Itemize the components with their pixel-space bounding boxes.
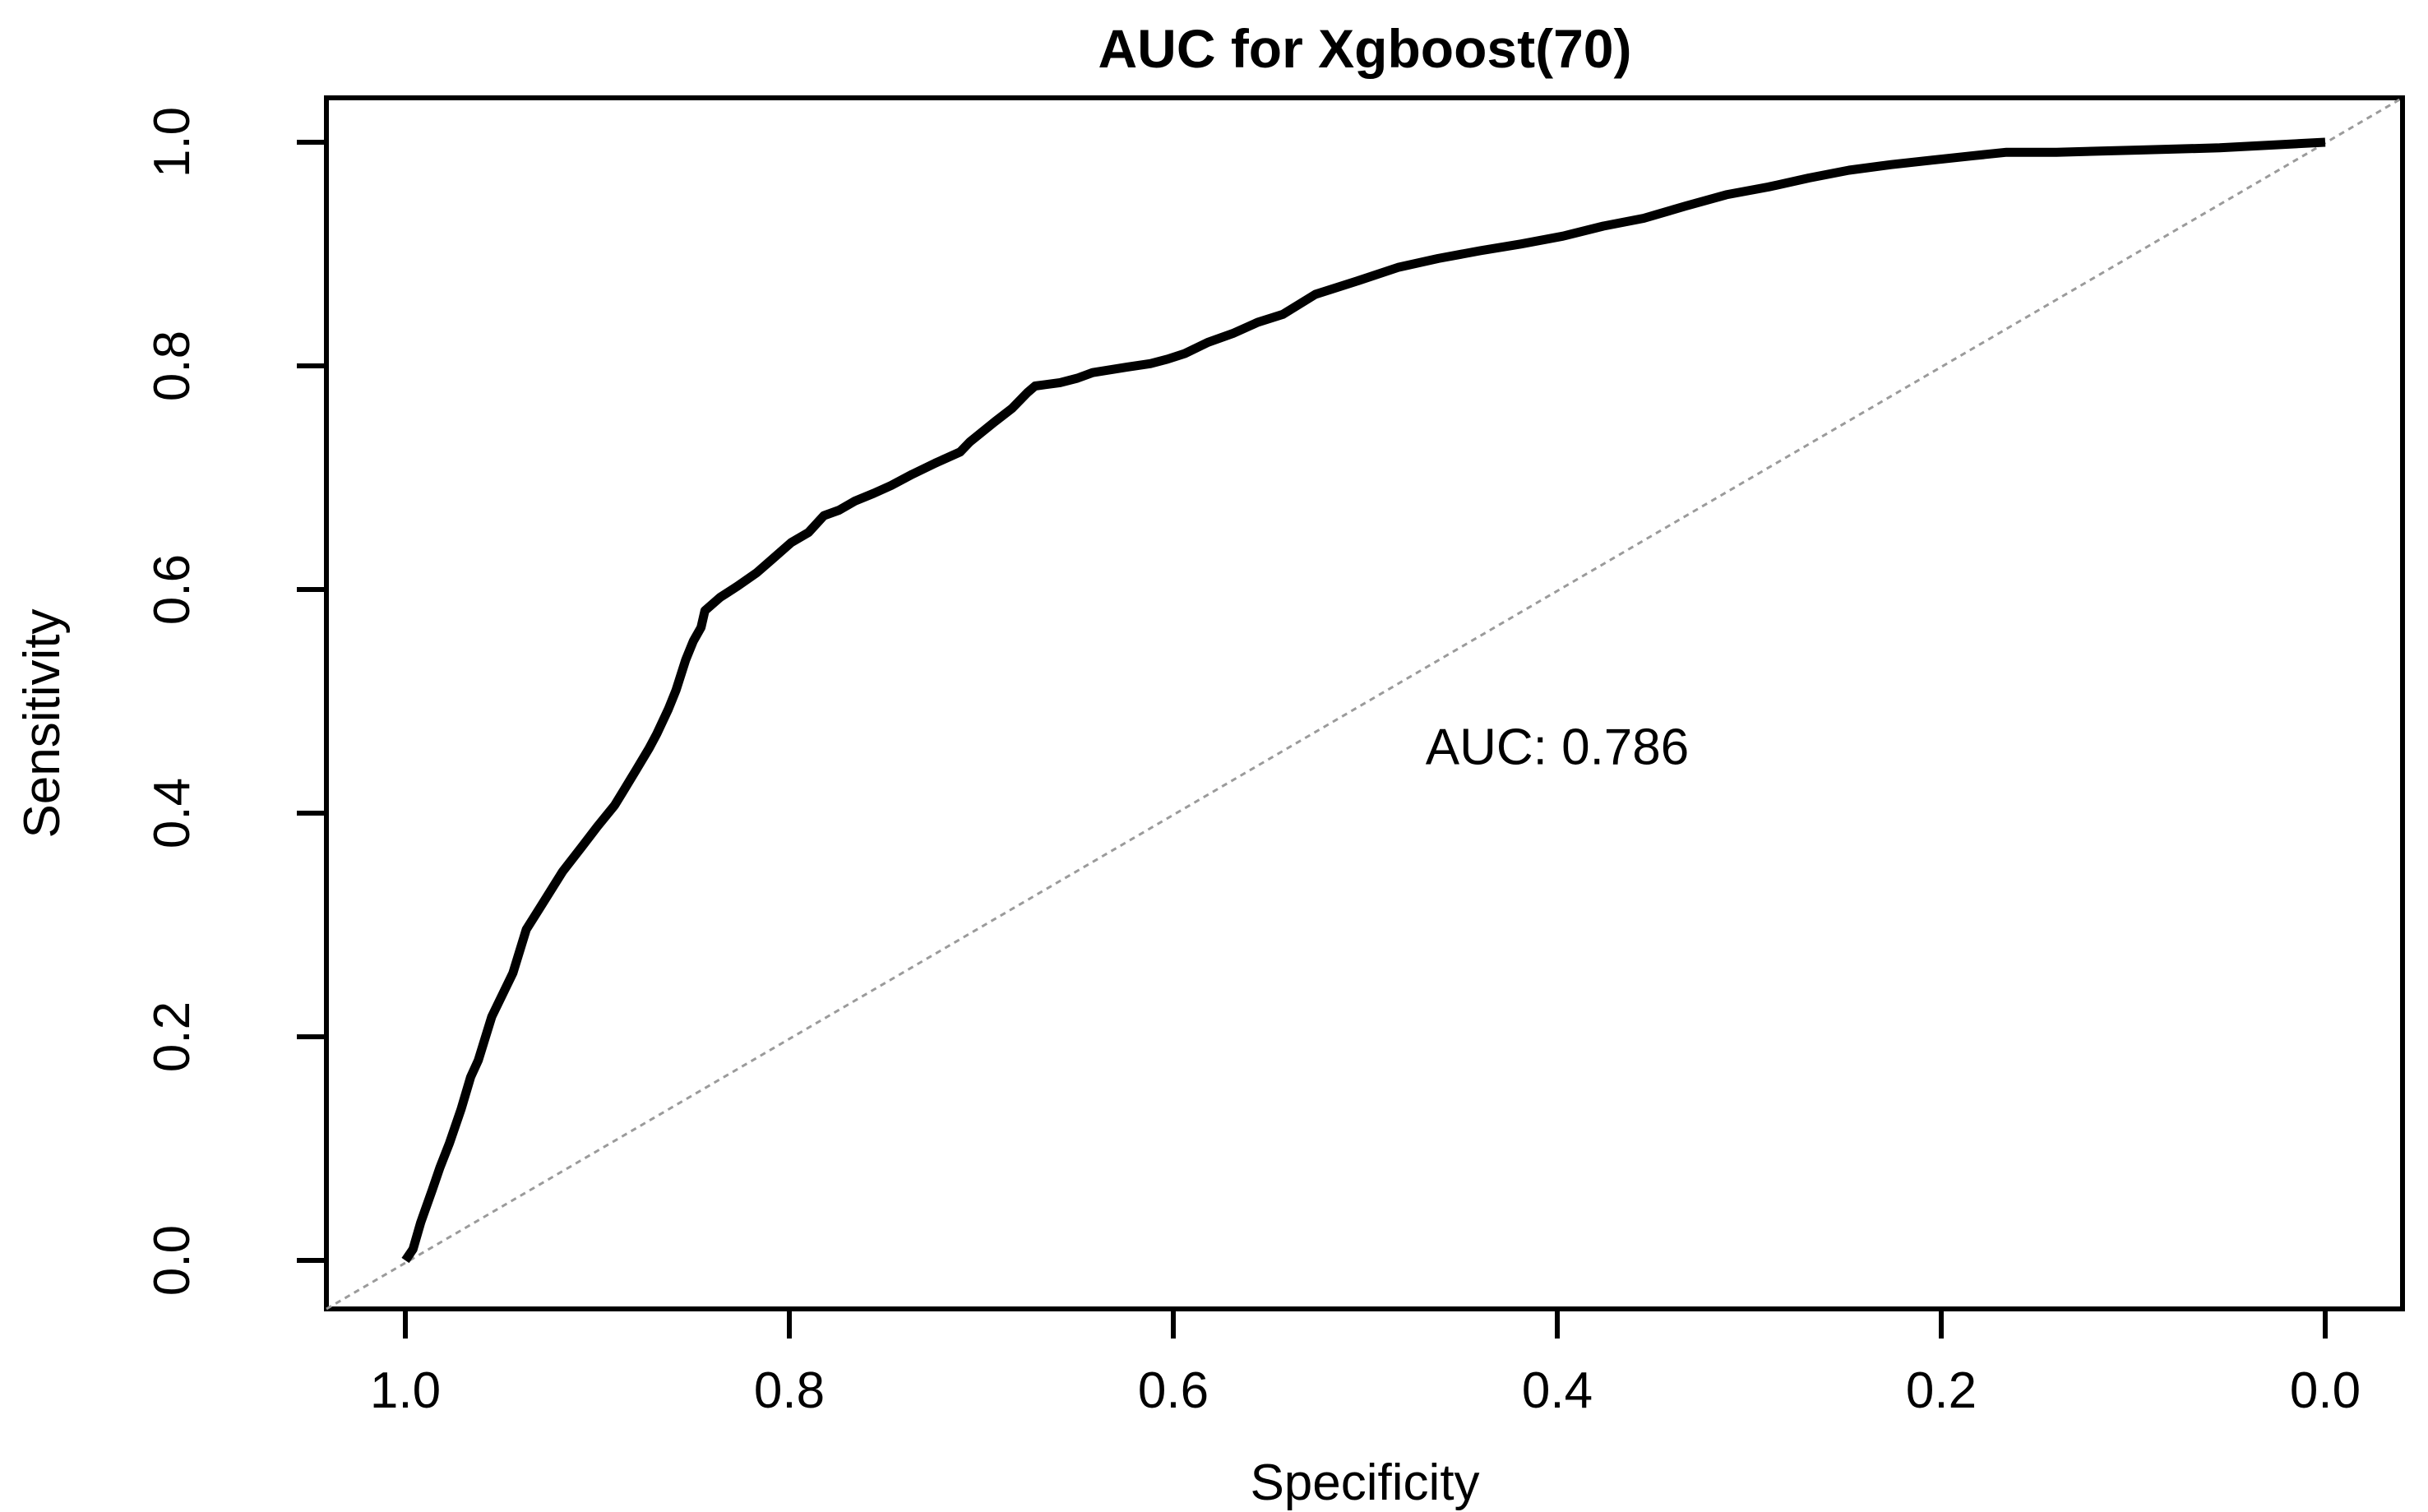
y-axis-label: Sensitivity: [14, 608, 71, 838]
y-axis-tick-label: 0.0: [144, 1225, 201, 1296]
x-axis-tick-label: 0.6: [1138, 1362, 1209, 1419]
axes-group: 1.0 0.8 0.6 0.4 0.2 0.0 0.0 0.2 0.4 0.6 0.8 1.0: [144, 95, 2405, 1419]
y-axis-tick-label: 0.2: [144, 1001, 201, 1072]
x-axis-tick-label: 0.4: [1522, 1362, 1593, 1419]
x-axis-tick-label: 0.2: [1906, 1362, 1977, 1419]
y-axis-tick-label: 0.8: [144, 331, 201, 401]
plot-box: [324, 95, 2405, 1311]
y-axis-tick-label: 0.6: [144, 554, 201, 625]
y-axis-tick-label: 1.0: [144, 107, 201, 178]
x-axis-label: Specificity: [1250, 1454, 1479, 1511]
auc-annotation: AUC: 0.786: [1426, 719, 1690, 775]
x-axis-tick-label: 0.0: [2290, 1362, 2361, 1419]
y-axis-tick-label: 0.4: [144, 778, 201, 848]
roc-curve-line: [401, 137, 2326, 1264]
x-axis-tick-label: 1.0: [370, 1362, 441, 1419]
x-axis-tick-label: 0.8: [754, 1362, 825, 1419]
chance-diagonal-line: [326, 96, 2403, 1311]
chart-title: AUC for Xgboost(70): [1098, 18, 1632, 79]
